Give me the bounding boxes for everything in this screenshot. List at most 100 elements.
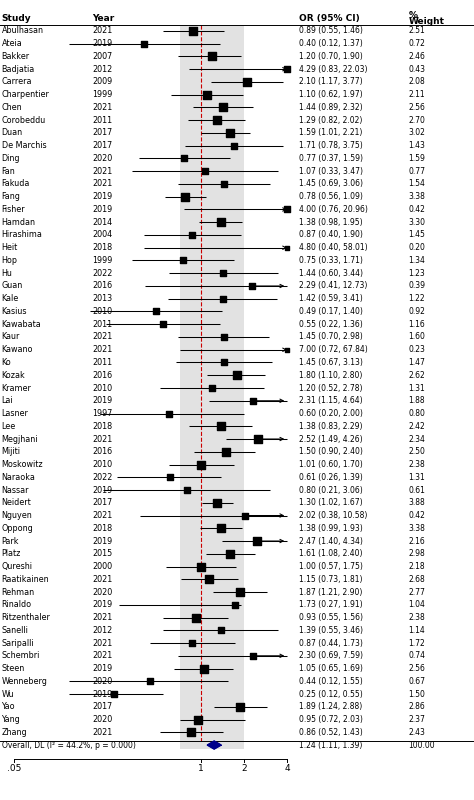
- Text: 1.71 (0.78, 3.75): 1.71 (0.78, 3.75): [299, 142, 362, 150]
- Text: 1.72: 1.72: [409, 638, 425, 647]
- Text: 2022: 2022: [92, 473, 112, 482]
- Text: Hop: Hop: [1, 256, 18, 265]
- Text: 2021: 2021: [92, 333, 112, 342]
- Text: 2019: 2019: [92, 396, 112, 406]
- Text: Fang: Fang: [1, 192, 20, 202]
- Point: [227, 547, 234, 560]
- Text: 2004: 2004: [92, 230, 112, 239]
- Text: Guan: Guan: [1, 282, 23, 290]
- Text: 1.44 (0.89, 2.32): 1.44 (0.89, 2.32): [299, 103, 362, 112]
- Text: Hirashima: Hirashima: [1, 230, 42, 239]
- Text: 0.75 (0.33, 1.71): 0.75 (0.33, 1.71): [299, 256, 363, 265]
- Text: 2022: 2022: [92, 269, 112, 278]
- Text: 2019: 2019: [92, 690, 112, 698]
- Text: Ko: Ko: [1, 358, 11, 367]
- Point: [200, 662, 208, 675]
- Text: 2.11: 2.11: [409, 90, 425, 99]
- Text: Kozak: Kozak: [1, 370, 25, 380]
- Text: 2.77: 2.77: [409, 587, 425, 597]
- Text: Park: Park: [1, 537, 19, 546]
- Text: 4.00 (0.76, 20.96): 4.00 (0.76, 20.96): [299, 205, 367, 214]
- Text: Ritzenthaler: Ritzenthaler: [1, 613, 50, 622]
- Text: 2021: 2021: [92, 179, 112, 189]
- Text: 4.80 (0.40, 58.01): 4.80 (0.40, 58.01): [299, 243, 367, 252]
- Text: 1.01 (0.60, 1.70): 1.01 (0.60, 1.70): [299, 460, 362, 469]
- Text: Bakker: Bakker: [1, 52, 30, 61]
- Text: 3.02: 3.02: [409, 129, 425, 138]
- Text: 0.23: 0.23: [409, 346, 425, 354]
- Text: 1.44 (0.60, 3.44): 1.44 (0.60, 3.44): [299, 269, 363, 278]
- Point: [198, 458, 205, 471]
- Point: [213, 496, 221, 509]
- Text: Naraoka: Naraoka: [1, 473, 36, 482]
- Text: 1.14: 1.14: [409, 626, 425, 634]
- Text: 2018: 2018: [92, 243, 112, 252]
- Text: 1.80 (1.10, 2.80): 1.80 (1.10, 2.80): [299, 370, 362, 380]
- Text: 3.88: 3.88: [409, 498, 425, 507]
- Text: 2016: 2016: [92, 282, 112, 290]
- Text: 2009: 2009: [92, 78, 112, 86]
- Text: 1.07 (0.33, 3.47): 1.07 (0.33, 3.47): [299, 166, 363, 176]
- Text: Chen: Chen: [1, 103, 22, 112]
- Point: [217, 216, 225, 229]
- Text: 0.61: 0.61: [409, 486, 425, 494]
- Text: 1.60: 1.60: [409, 333, 425, 342]
- Text: Kawabata: Kawabata: [1, 320, 41, 329]
- Text: 0.20: 0.20: [409, 243, 425, 252]
- Text: 0.60 (0.20, 2.00): 0.60 (0.20, 2.00): [299, 409, 363, 418]
- Point: [220, 178, 228, 190]
- Text: 2014: 2014: [92, 218, 112, 226]
- Text: 2.31 (1.15, 4.64): 2.31 (1.15, 4.64): [299, 396, 362, 406]
- Point: [253, 534, 261, 547]
- Text: 2021: 2021: [92, 26, 112, 35]
- Text: 2.16: 2.16: [409, 537, 425, 546]
- Text: Nguyen: Nguyen: [1, 511, 32, 520]
- Text: 0.61 (0.26, 1.39): 0.61 (0.26, 1.39): [299, 473, 362, 482]
- Point: [217, 522, 225, 534]
- Text: 2.70: 2.70: [409, 116, 425, 125]
- Text: Schembri: Schembri: [1, 651, 40, 660]
- Point: [110, 688, 118, 701]
- Text: 2012: 2012: [92, 626, 112, 634]
- Point: [219, 101, 227, 114]
- Text: 1.30 (1.02, 1.67): 1.30 (1.02, 1.67): [299, 498, 362, 507]
- Point: [140, 38, 147, 50]
- Point: [194, 713, 201, 726]
- Text: 2.68: 2.68: [409, 574, 425, 584]
- Point: [230, 139, 238, 152]
- Text: Zhang: Zhang: [1, 728, 27, 737]
- Text: 2020: 2020: [92, 677, 112, 686]
- Point: [213, 114, 220, 126]
- Text: 2019: 2019: [92, 39, 112, 48]
- Text: 0.74: 0.74: [409, 651, 426, 660]
- Text: 1.45: 1.45: [409, 230, 425, 239]
- Text: Mijiti: Mijiti: [1, 447, 20, 456]
- Text: 0.77 (0.37, 1.59): 0.77 (0.37, 1.59): [299, 154, 363, 163]
- Text: Lasner: Lasner: [1, 409, 28, 418]
- Text: 1.59: 1.59: [409, 154, 425, 163]
- Text: 2021: 2021: [92, 511, 112, 520]
- Text: 1.42 (0.59, 3.41): 1.42 (0.59, 3.41): [299, 294, 362, 303]
- Point: [234, 369, 241, 382]
- Text: Abulhasan: Abulhasan: [1, 26, 44, 35]
- Text: Ding: Ding: [1, 154, 20, 163]
- Text: 2.34: 2.34: [409, 434, 425, 443]
- Text: Ateia: Ateia: [1, 39, 22, 48]
- Text: 2011: 2011: [92, 116, 112, 125]
- Text: 2.38: 2.38: [409, 460, 425, 469]
- Point: [219, 267, 227, 280]
- Text: 2.46: 2.46: [409, 52, 425, 61]
- Text: Heit: Heit: [1, 243, 18, 252]
- Text: 2.10 (1.17, 3.77): 2.10 (1.17, 3.77): [299, 78, 362, 86]
- Point: [181, 152, 188, 165]
- Text: Steen: Steen: [1, 664, 25, 673]
- Text: 2019: 2019: [92, 664, 112, 673]
- Text: 1.38 (0.83, 2.29): 1.38 (0.83, 2.29): [299, 422, 362, 430]
- Text: 1.29 (0.82, 2.02): 1.29 (0.82, 2.02): [299, 116, 362, 125]
- Text: 0.77: 0.77: [409, 166, 426, 176]
- Point: [220, 330, 228, 343]
- Point: [243, 75, 251, 88]
- Text: 1.45 (0.70, 2.98): 1.45 (0.70, 2.98): [299, 333, 362, 342]
- Text: 2: 2: [241, 764, 247, 773]
- Text: Nassar: Nassar: [1, 486, 29, 494]
